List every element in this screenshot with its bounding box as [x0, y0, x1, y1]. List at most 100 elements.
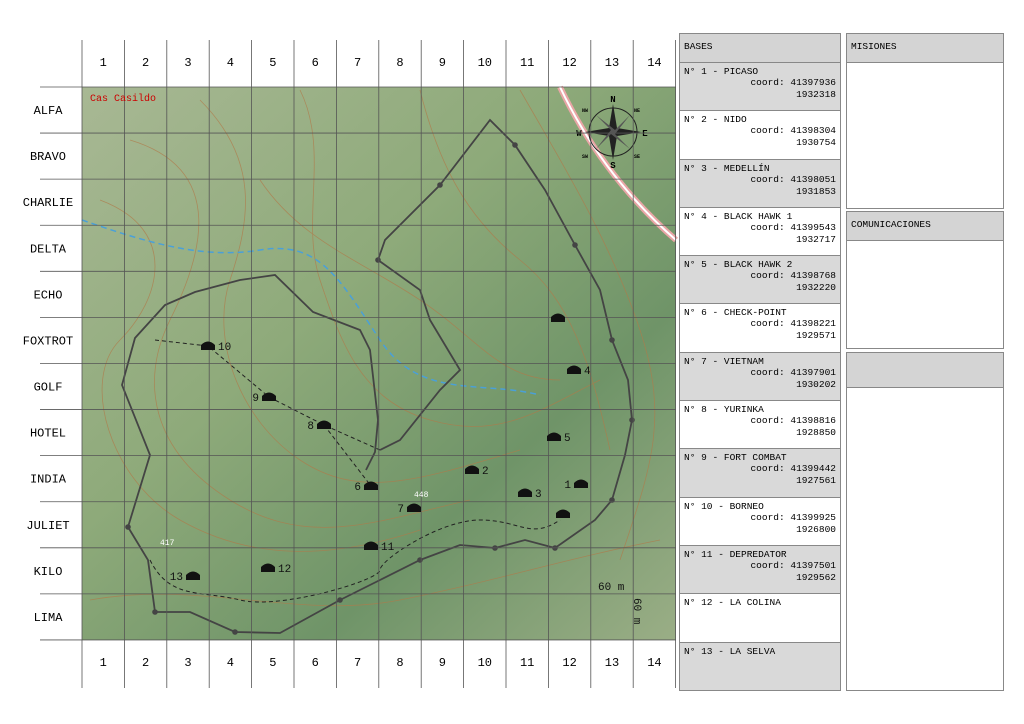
column-label: 9: [439, 656, 446, 670]
panel-header: [847, 353, 1003, 388]
compass-letter: W: [576, 129, 582, 139]
base-coord: coord: 41397936: [750, 77, 836, 88]
column-label: 13: [605, 656, 619, 670]
base-marker: [201, 341, 215, 350]
row-label: DELTA: [30, 242, 67, 256]
column-label: 7: [354, 656, 361, 670]
base-marker: [465, 465, 479, 474]
base-name: N° 11 - DEPREDATOR: [684, 548, 787, 560]
panel-header: MISIONES: [847, 34, 1003, 63]
column-label: 1: [100, 56, 107, 70]
base-item: N° 12 - LA COLINA: [680, 594, 840, 643]
column-label: 12: [562, 656, 576, 670]
base-item: N° 5 - BLACK HAWK 2 coord: 41398768 193222…: [680, 256, 840, 305]
column-label: 5: [269, 656, 276, 670]
row-label: FOXTROT: [23, 334, 73, 348]
compass-letter: S: [610, 161, 616, 171]
marker-label: 2: [482, 466, 489, 478]
row-label: GOLF: [34, 381, 63, 395]
base-marker: [574, 479, 588, 488]
column-label: 10: [478, 656, 492, 670]
base-coord2: 1932220: [796, 282, 836, 294]
route-point: [125, 524, 131, 530]
map-label: 417: [160, 539, 175, 548]
column-label: 11: [520, 56, 534, 70]
contours: [89, 89, 661, 607]
base-marker: [556, 509, 570, 518]
route: [377, 259, 462, 451]
base-coord2: 1928850: [796, 427, 836, 439]
marker-label: 11: [381, 542, 395, 554]
column-label: 9: [439, 56, 446, 70]
column-label: 14: [647, 656, 661, 670]
base-coord2: 1929571: [796, 330, 836, 342]
base-item: N° 6 - CHECK-POINT coord: 41398221 1929571: [680, 304, 840, 353]
base-item: N° 11 - DEPREDATOR coord: 41397501 1929562: [680, 545, 840, 595]
marker-label: 8: [307, 421, 314, 433]
base-coord: coord: 41397901: [750, 366, 836, 378]
base-name: N° 9 - FORT COMBAT: [684, 452, 787, 464]
column-label: 2: [142, 56, 149, 70]
base-coord2: 1932318: [796, 89, 836, 100]
map-label: 60 m: [598, 582, 625, 594]
stream: [81, 219, 541, 396]
row-label: JULIET: [26, 519, 69, 533]
column-label: 3: [184, 56, 191, 70]
panel-header: BASES: [680, 34, 840, 63]
marker-label: 1: [564, 480, 571, 492]
row-label: ALFA: [34, 104, 64, 118]
base-marker: [364, 541, 378, 550]
map-label: Cas Casildo: [90, 93, 156, 105]
column-label: 4: [227, 56, 234, 70]
route-point: [232, 629, 238, 635]
base-item: N° 7 - VIETNAM coord: 41397901 1930202: [680, 352, 840, 402]
map-label: 448: [414, 491, 429, 500]
base-item: N° 8 - YURINKA coord: 41398816 1928850: [680, 401, 840, 450]
base-coord2: 1926800: [796, 523, 836, 535]
row-label: CHARLIE: [23, 196, 73, 210]
compass-letter: E: [642, 129, 648, 139]
column-label: 10: [478, 56, 492, 70]
base-coord2: 1929562: [796, 571, 836, 583]
row-label: LIMA: [34, 611, 64, 625]
column-label: 11: [520, 656, 534, 670]
misiones-panel: MISIONES: [846, 33, 1004, 209]
base-name: N° 10 - BORNEO: [684, 500, 764, 512]
base-name: N° 5 - BLACK HAWK 2: [684, 259, 793, 271]
column-label: 7: [354, 56, 361, 70]
route-point: [337, 597, 343, 603]
base-coord: coord: 41398768: [750, 270, 836, 282]
route-point: [609, 337, 615, 343]
base-marker: [262, 392, 276, 401]
base-coord: coord: 41399543: [750, 221, 836, 233]
base-coord: coord: 41399925: [750, 511, 836, 523]
column-label: 1: [100, 656, 107, 670]
base-name: N° 1 - PICASO: [684, 66, 759, 77]
compass-letter: SE: [634, 154, 640, 160]
base-name: N° 6 - CHECK-POINT: [684, 307, 787, 319]
column-label: 2: [142, 656, 149, 670]
map-label: 60 m: [630, 598, 642, 625]
base-coord: coord: 41398051: [750, 173, 836, 185]
marker-label: 5: [564, 433, 571, 445]
route: [127, 118, 633, 634]
compass-letter: NW: [582, 108, 588, 114]
marker-label: 6: [354, 482, 361, 494]
base-coord2: 1932717: [796, 233, 836, 245]
bases-panel: BASES N° 1 - PICASO coord: 41397936 193231…: [679, 33, 841, 691]
base-coord: coord: 41397501: [750, 559, 836, 571]
base-marker: [364, 481, 378, 490]
base-coord: coord: 41399442: [750, 463, 836, 475]
base-coord2: 1931853: [796, 185, 836, 197]
route-point: [629, 417, 635, 423]
base-item: N° 13 - LA SELVA: [680, 642, 840, 691]
column-label: 4: [227, 656, 234, 670]
route-point: [437, 182, 443, 188]
compass-letter: SW: [582, 154, 588, 160]
extra-panel: [846, 352, 1004, 691]
base-marker: [551, 313, 565, 322]
row-label: ECHO: [34, 288, 63, 302]
